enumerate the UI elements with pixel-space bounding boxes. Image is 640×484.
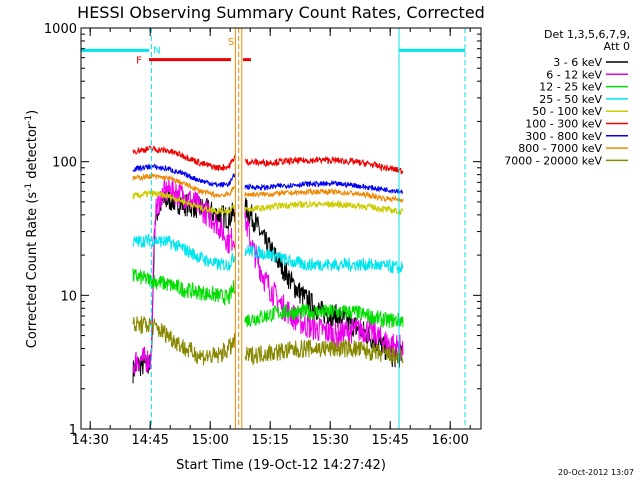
- series-6-trace-0: [132, 162, 236, 188]
- series-8-trace-0: [132, 316, 236, 366]
- series-5: [132, 145, 404, 175]
- series-2-trace-0: [132, 268, 236, 306]
- y-tick-label-1: 10: [60, 289, 77, 304]
- x-tick-label-3: 15:15: [251, 433, 288, 448]
- chart-title: HESSI Observing Summary Count Rates, Cor…: [77, 3, 485, 22]
- legend-header-attenuator: Att 0: [604, 40, 630, 53]
- series-2: [132, 268, 404, 329]
- series-3: [132, 233, 404, 274]
- legend-label-7: 800 - 7000 keV: [518, 142, 602, 155]
- y-tick-label-2: 100: [52, 156, 77, 171]
- series-8-trace-1: [244, 338, 404, 366]
- x-tick-label-6: 16:00: [431, 433, 468, 448]
- series-4-trace-1: [244, 199, 404, 215]
- legend-header-detectors: Det 1,3,5,6,7,9,: [544, 28, 630, 41]
- y-tick-label-0: 1: [69, 423, 77, 438]
- legend-label-4: 50 - 100 keV: [532, 105, 602, 118]
- marker-layer: F S N: [81, 28, 466, 429]
- legend-label-3: 25 - 50 keV: [539, 93, 602, 106]
- series-7: [132, 172, 404, 204]
- x-axis-label: Start Time (19-Oct-12 14:27:42): [176, 458, 386, 473]
- x-tick-label-0: 14:30: [71, 433, 108, 448]
- flag-label-F: F: [136, 56, 142, 67]
- x-tick-label-4: 15:30: [311, 433, 348, 448]
- legend-label-0: 3 - 6 keV: [553, 56, 602, 69]
- legend-label-5: 100 - 300 keV: [525, 118, 602, 131]
- series-3-trace-1: [244, 244, 404, 274]
- y-axis-label: Corrected Count Rate (s-1 detector-1): [24, 110, 40, 348]
- axes-layer: 14:30 14:45 15:00 15:15 15:30 15:45 16:00 1 10 10…: [44, 22, 482, 448]
- series-3-trace-0: [132, 233, 236, 272]
- plot-frame: [80, 27, 482, 430]
- y-tick-label-3: 1000: [44, 22, 77, 37]
- x-tick-label-5: 15:45: [371, 433, 408, 448]
- series-4: [132, 189, 404, 216]
- series-7-trace-0: [132, 172, 236, 199]
- series-layer: [132, 145, 404, 384]
- legend-label-2: 12 - 25 keV: [539, 81, 602, 94]
- x-tick-label-2: 15:00: [191, 433, 228, 448]
- legend-label-1: 6 - 12 keV: [546, 68, 602, 81]
- series-2-trace-1: [244, 304, 404, 329]
- series-7-trace-1: [244, 187, 404, 204]
- x-tick-label-1: 14:45: [131, 433, 168, 448]
- series-1-trace-1: [244, 206, 404, 360]
- series-5-trace-0: [132, 145, 236, 172]
- flag-label-S: S: [228, 37, 234, 48]
- series-1-trace-0: [132, 176, 236, 375]
- flag-label-N: N: [153, 46, 160, 57]
- series-0-trace-0: [132, 188, 236, 384]
- series-6: [132, 162, 404, 195]
- timestamp: 20-Oct-2012 13:07: [558, 468, 634, 477]
- legend-label-8: 7000 - 20000 keV: [504, 154, 602, 167]
- series-6-trace-1: [244, 179, 404, 195]
- legend-label-6: 300 - 800 keV: [525, 130, 602, 143]
- series-4-trace-0: [132, 189, 236, 216]
- series-5-trace-1: [244, 155, 404, 175]
- series-8: [132, 316, 404, 366]
- series-1: [132, 176, 404, 375]
